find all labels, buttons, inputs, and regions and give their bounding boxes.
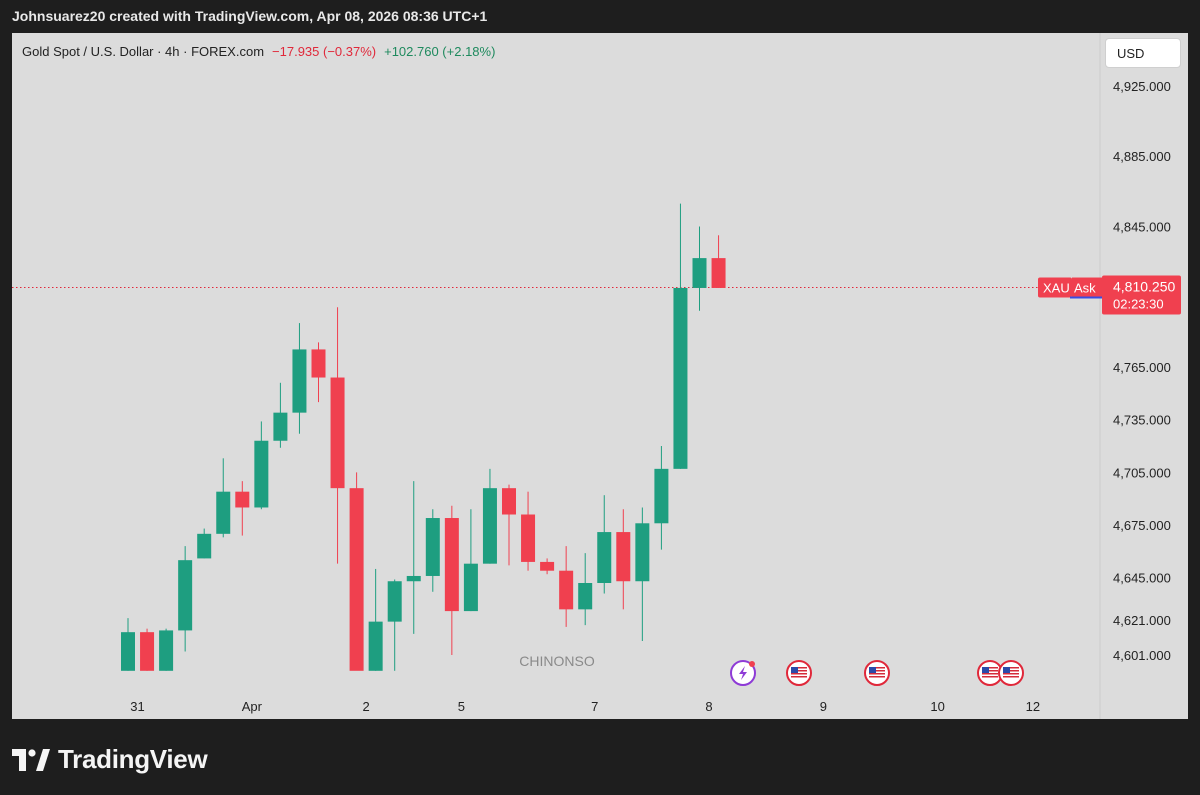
candle-body-up bbox=[482, 488, 497, 564]
price-change: −17.935 (−0.37%) bbox=[272, 44, 377, 59]
price-tick-label: 4,675.000 bbox=[1113, 518, 1171, 533]
candlestick-chart[interactable]: CHINONSO 4,925.000 4,885.000 4,845.000 4,765… bbox=[12, 33, 1188, 719]
candle-body-up bbox=[292, 349, 307, 413]
watermark-text: CHINONSO bbox=[519, 653, 595, 669]
candle-body-up bbox=[216, 491, 231, 534]
candle-body-down bbox=[711, 258, 726, 288]
time-tick-label: 5 bbox=[458, 699, 465, 714]
brand-name: TradingView bbox=[58, 744, 208, 774]
time-tick-label: 2 bbox=[363, 699, 370, 714]
tradingview-mark-icon bbox=[12, 748, 50, 771]
chart-area[interactable]: CHINONSO 4,925.000 4,885.000 4,845.000 4,765… bbox=[12, 33, 1188, 719]
symbol-tag-bg bbox=[1038, 277, 1072, 298]
time-tick-label: 12 bbox=[1026, 699, 1040, 714]
candle-body-up bbox=[597, 532, 612, 583]
symbol-tag-label: XAU bbox=[1043, 281, 1070, 296]
price-tick-label: 4,601.000 bbox=[1113, 648, 1171, 663]
price-tick-label: 4,735.000 bbox=[1113, 413, 1171, 428]
candle-body-up bbox=[635, 523, 650, 582]
price-tick-label: 4,845.000 bbox=[1113, 219, 1171, 234]
candle-body-down bbox=[559, 570, 574, 610]
candle-body-up bbox=[406, 575, 421, 582]
us-flag-event-icon[interactable] bbox=[977, 660, 1003, 686]
candle-body-down bbox=[502, 488, 516, 515]
current-price-tag-bg bbox=[1102, 275, 1181, 315]
candle-body-up bbox=[673, 287, 688, 469]
symbol-title: Gold Spot / U.S. Dollar · 4h · FOREX.com bbox=[22, 44, 265, 59]
time-tick-label: 31 bbox=[130, 699, 144, 714]
price-tick-label: 4,765.000 bbox=[1113, 360, 1171, 375]
currency-selector-button[interactable]: USD bbox=[1105, 38, 1181, 68]
price-tick-label: 4,645.000 bbox=[1113, 571, 1171, 586]
us-flag-event-icon[interactable] bbox=[998, 660, 1024, 686]
candle-body-up bbox=[692, 258, 707, 288]
candle-body-up bbox=[159, 630, 174, 671]
price-tick-label: 4,925.000 bbox=[1113, 79, 1171, 94]
side-tag-label: Ask bbox=[1074, 281, 1096, 296]
candle-body-up bbox=[197, 533, 212, 559]
candle-body-up bbox=[578, 582, 593, 610]
time-tick-label: Apr bbox=[242, 699, 263, 714]
candle-body-down bbox=[616, 532, 631, 582]
candle-body-up bbox=[178, 560, 193, 631]
time-tick-label: 9 bbox=[820, 699, 827, 714]
candle-body-up bbox=[254, 440, 269, 508]
price-tick-label: 4,885.000 bbox=[1113, 149, 1171, 164]
side-tag-bg bbox=[1072, 277, 1102, 298]
tradingview-logo[interactable]: TradingView bbox=[12, 744, 208, 775]
candle-body-up bbox=[387, 581, 402, 622]
time-tick-label: 7 bbox=[591, 699, 598, 714]
candle-body-down bbox=[349, 488, 364, 671]
candle-body-up bbox=[121, 632, 135, 671]
candle-body-down bbox=[540, 561, 555, 571]
price-change-secondary: +102.760 (+2.18%) bbox=[384, 44, 496, 59]
us-flag-event-icon[interactable] bbox=[864, 660, 890, 686]
countdown-tag-label: 02:23:30 bbox=[1113, 297, 1164, 312]
price-tick-label: 4,621.000 bbox=[1113, 613, 1171, 628]
price-tick-label: 4,705.000 bbox=[1113, 465, 1171, 480]
candle-body-down bbox=[444, 518, 459, 612]
candle-body-down bbox=[521, 514, 536, 562]
time-tick-label: 8 bbox=[705, 699, 712, 714]
symbol-legend: Gold Spot / U.S. Dollar · 4h · FOREX.com… bbox=[22, 44, 495, 59]
candle-body-up bbox=[654, 468, 669, 524]
candle-body-up bbox=[368, 621, 383, 671]
candle-body-down bbox=[140, 632, 155, 671]
candle-body-down bbox=[330, 377, 345, 489]
candle-body-up bbox=[425, 518, 440, 576]
lightning-event-icon[interactable] bbox=[730, 660, 756, 686]
candle-body-up bbox=[273, 412, 288, 441]
current-price-tag-label: 4,810.250 bbox=[1113, 279, 1175, 295]
candle-body-down bbox=[235, 491, 250, 508]
time-tick-label: 10 bbox=[930, 699, 944, 714]
candle-body-down bbox=[311, 349, 326, 378]
candle-body-up bbox=[463, 563, 478, 612]
chart-caption: Johnsuarez20 created with TradingView.co… bbox=[12, 8, 488, 24]
us-flag-event-icon[interactable] bbox=[786, 660, 812, 686]
